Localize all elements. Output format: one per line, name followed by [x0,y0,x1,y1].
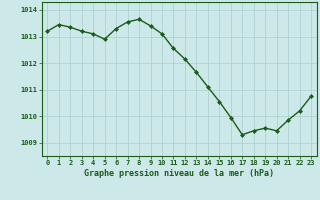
X-axis label: Graphe pression niveau de la mer (hPa): Graphe pression niveau de la mer (hPa) [84,169,274,178]
